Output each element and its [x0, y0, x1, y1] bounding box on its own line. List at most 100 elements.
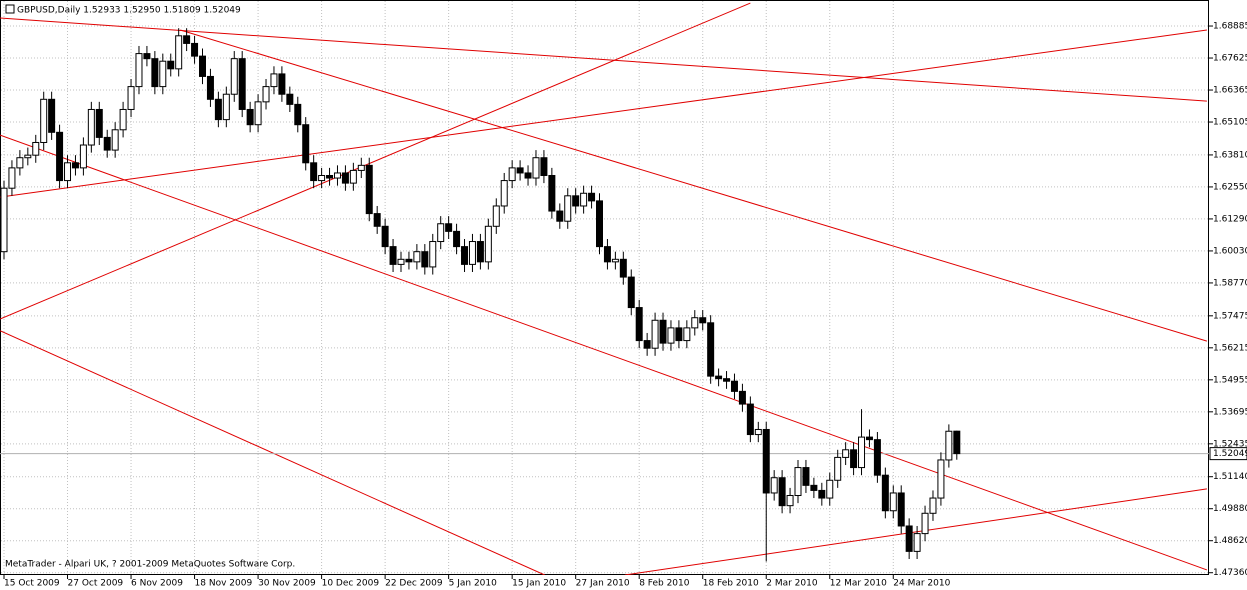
candle-body [834, 456, 842, 481]
x-tick-label: 27 Oct 2009 [68, 579, 124, 589]
candle-body [675, 327, 683, 342]
candle-body [64, 162, 72, 182]
grid [1, 1, 1208, 574]
y-tick-label: 1.53695 [1213, 407, 1247, 417]
candle-body [643, 340, 651, 349]
candle-body [484, 225, 492, 263]
y-tick-label: 1.65105 [1213, 118, 1247, 128]
candle-body [929, 497, 937, 514]
candle-body [532, 157, 540, 179]
y-tick-label: 1.52435 [1213, 439, 1247, 449]
y-tick-label: 1.54955 [1213, 375, 1247, 385]
candle-body [596, 200, 603, 248]
candle-body [699, 317, 707, 324]
candle-body [762, 428, 770, 494]
candle-body [858, 436, 866, 469]
y-tick-label: 1.58770 [1213, 278, 1247, 288]
candle-body [373, 213, 381, 227]
candle-body [103, 136, 111, 151]
candle-body [468, 241, 476, 265]
y-tick-label: 1.63810 [1213, 150, 1247, 160]
x-tick-label: 15 Oct 2009 [4, 579, 60, 589]
candle-body [627, 276, 635, 309]
candle-body [0, 187, 8, 253]
candle-body [913, 533, 921, 552]
candle-body [429, 241, 437, 268]
candle-body [71, 162, 79, 169]
candle-body [873, 439, 881, 476]
candle-body [167, 60, 175, 70]
y-tick-label: 1.62550 [1213, 182, 1247, 192]
y-tick-label: 1.48620 [1213, 536, 1247, 546]
candle-body [746, 403, 754, 436]
candle-body [230, 58, 238, 95]
trendline [0, 2, 751, 320]
x-tick-label: 27 Jan 2010 [576, 579, 630, 589]
candle-body [238, 58, 246, 110]
candle-body [850, 449, 858, 469]
candle-body [135, 53, 143, 88]
last-price-label: 1.52049 [1213, 449, 1247, 459]
candle-body [953, 430, 961, 455]
x-tick-label: 5 Jan 2010 [449, 579, 497, 589]
x-tick-label: 6 Nov 2009 [131, 579, 183, 589]
candle-body [881, 474, 889, 512]
candle-body [572, 195, 580, 207]
candle-body [310, 162, 318, 182]
candle-body [389, 246, 397, 265]
x-tick-label: 12 Mar 2010 [830, 579, 887, 589]
x-tick-label: 15 Jan 2010 [512, 579, 566, 589]
candle-body [413, 251, 421, 263]
candle-body [500, 180, 508, 207]
candle-body [294, 103, 302, 126]
trendline [0, 330, 545, 575]
candle-body [516, 167, 524, 174]
symbol-icon [5, 4, 15, 14]
candle-body [16, 157, 24, 169]
candle-body [921, 512, 929, 535]
candle-body [381, 225, 389, 248]
candle-body [865, 436, 873, 441]
candle-body [56, 131, 64, 182]
y-tick-label: 1.60030 [1213, 246, 1247, 256]
trendline [180, 29, 1208, 342]
candle-body [119, 108, 127, 131]
candle-body [611, 258, 619, 263]
candle-body [889, 492, 897, 512]
candle-body [206, 75, 214, 100]
candle-body [445, 223, 453, 232]
candle-body [548, 174, 556, 212]
candle-body [794, 467, 802, 497]
y-tick-label: 1.57475 [1213, 311, 1247, 321]
candle-body [580, 192, 588, 207]
candle-body [715, 375, 723, 380]
candle-body [588, 192, 596, 202]
candles [0, 28, 961, 562]
candle-body [905, 525, 913, 552]
candle-body [492, 205, 500, 227]
candle-body [826, 479, 834, 499]
candle-body [111, 129, 119, 151]
candle-body [40, 98, 48, 143]
candle-body [818, 489, 826, 499]
candle-body [461, 246, 469, 265]
candle-body [159, 60, 167, 88]
candle-body [564, 195, 572, 222]
candle-body [278, 73, 286, 95]
candle-body [635, 307, 643, 342]
trendline [0, 17, 1207, 102]
x-tick-label: 10 Dec 2009 [322, 579, 380, 589]
candle-body [143, 53, 151, 60]
y-tick-label: 1.67625 [1213, 54, 1247, 64]
candle-body [270, 73, 278, 88]
candle-body [183, 35, 191, 44]
candle-body [453, 230, 461, 248]
candle-body [778, 477, 786, 507]
candle-body [707, 322, 715, 377]
y-tick-label: 1.56215 [1213, 343, 1247, 353]
candle-body [786, 495, 794, 507]
candle-body [191, 42, 199, 57]
candle-body [897, 492, 905, 527]
candle-body [79, 144, 87, 169]
y-tick-label: 1.66365 [1213, 86, 1247, 96]
